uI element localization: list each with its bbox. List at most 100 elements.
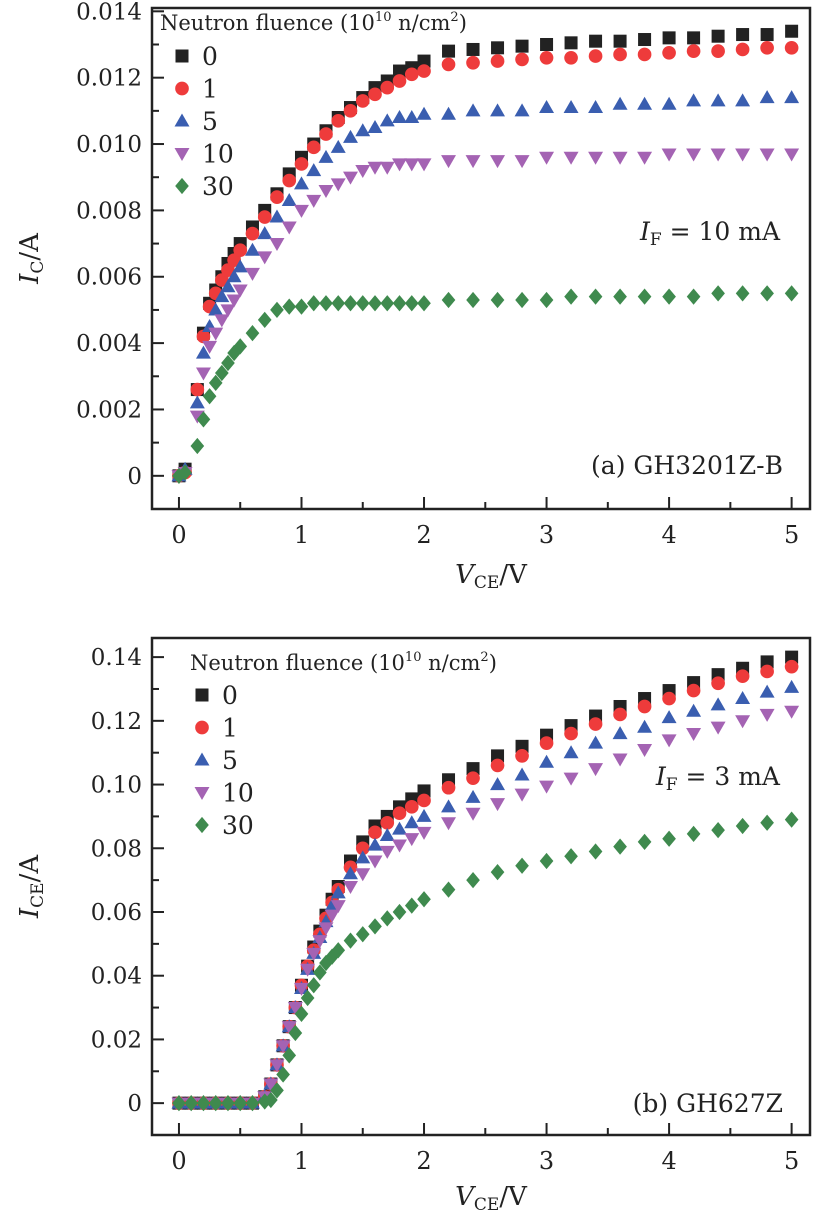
data-point bbox=[661, 710, 677, 724]
data-point bbox=[662, 691, 676, 706]
data-point bbox=[368, 87, 382, 102]
text-part: C bbox=[28, 261, 48, 274]
data-point bbox=[331, 113, 346, 128]
series-1 bbox=[172, 659, 799, 1110]
text-part: F bbox=[650, 230, 662, 250]
data-point bbox=[355, 94, 370, 108]
data-point bbox=[232, 259, 248, 273]
data-point bbox=[227, 344, 241, 362]
legend-label: 10 bbox=[202, 140, 234, 169]
data-point bbox=[318, 184, 334, 198]
data-point bbox=[785, 650, 799, 664]
data-point bbox=[189, 395, 205, 409]
x-tick-label: 4 bbox=[661, 521, 676, 549]
data-point bbox=[404, 833, 420, 847]
data-point bbox=[294, 982, 309, 996]
data-point bbox=[686, 93, 702, 107]
data-point bbox=[264, 1091, 278, 1109]
text-part: = 3 mA bbox=[678, 762, 781, 791]
legend-title-exponent: 10 bbox=[375, 10, 392, 25]
series-5 bbox=[171, 679, 800, 1109]
data-point bbox=[613, 47, 627, 62]
x-tick-label: 4 bbox=[661, 1147, 676, 1175]
data-point bbox=[379, 161, 395, 175]
data-point bbox=[564, 726, 578, 741]
data-point bbox=[416, 106, 432, 120]
data-point bbox=[466, 771, 480, 786]
y-tick-label: 0.04 bbox=[91, 964, 142, 990]
y-axis-label: ICE/A bbox=[15, 854, 48, 919]
data-point bbox=[392, 158, 407, 172]
data-point bbox=[270, 1082, 284, 1099]
data-point bbox=[588, 843, 603, 860]
chart-panel-a: 0 0.002 0.004 0.006 0.008 0.010 0.012 0.014 0 1 2 3… bbox=[15, 0, 812, 593]
y-tick-label: 0.08 bbox=[91, 836, 142, 862]
data-point bbox=[540, 37, 554, 51]
data-point bbox=[491, 41, 505, 55]
data-point bbox=[226, 269, 242, 283]
data-point bbox=[564, 848, 578, 865]
data-point bbox=[245, 226, 260, 241]
annotation: IF = 10 mA bbox=[639, 217, 781, 250]
data-point bbox=[416, 808, 432, 822]
series-30 bbox=[172, 811, 799, 1112]
data-point bbox=[637, 288, 652, 305]
data-point bbox=[760, 664, 774, 679]
data-point bbox=[539, 780, 555, 794]
y-tick-label: 0 bbox=[127, 464, 142, 490]
legend-label: 5 bbox=[202, 107, 218, 136]
data-point bbox=[306, 947, 322, 961]
data-point bbox=[221, 1095, 235, 1112]
data-point bbox=[662, 288, 676, 305]
data-point bbox=[404, 897, 419, 914]
text-part: V bbox=[455, 560, 476, 590]
data-point bbox=[392, 903, 407, 921]
data-point bbox=[760, 285, 774, 302]
data-point bbox=[245, 325, 260, 342]
data-point bbox=[760, 40, 774, 55]
data-point bbox=[306, 194, 322, 208]
legend-title-end: ) bbox=[459, 11, 467, 35]
x-tick-label: 5 bbox=[784, 1147, 799, 1175]
annotation: IF = 3 mA bbox=[655, 762, 781, 795]
legend-marker-0 bbox=[175, 49, 189, 63]
data-point bbox=[417, 64, 431, 78]
data-point bbox=[491, 749, 505, 763]
x-tick-label: 1 bbox=[294, 1147, 309, 1175]
data-point bbox=[330, 178, 346, 192]
data-point bbox=[589, 34, 603, 48]
data-point bbox=[760, 655, 774, 669]
x-axis-label: VCE/V bbox=[455, 560, 528, 593]
data-point bbox=[514, 767, 530, 781]
data-point bbox=[515, 739, 529, 753]
data-point bbox=[281, 1021, 297, 1035]
data-point bbox=[784, 811, 799, 828]
data-point bbox=[306, 977, 321, 994]
data-point bbox=[343, 129, 358, 143]
data-point bbox=[416, 158, 432, 172]
data-point bbox=[441, 106, 457, 120]
data-point bbox=[245, 267, 260, 281]
data-point bbox=[393, 64, 407, 78]
data-point bbox=[735, 691, 751, 705]
data-point bbox=[257, 210, 272, 224]
data-point bbox=[190, 437, 205, 455]
data-point bbox=[515, 749, 529, 763]
data-point bbox=[490, 54, 505, 68]
legend-marker-10 bbox=[194, 786, 210, 800]
series-1 bbox=[172, 40, 799, 483]
data-point bbox=[368, 918, 382, 935]
data-point bbox=[686, 44, 701, 58]
data-point bbox=[215, 364, 229, 382]
data-point bbox=[784, 90, 800, 104]
x-axis-label: VCE/V bbox=[455, 1182, 528, 1215]
data-point bbox=[638, 33, 652, 47]
data-point bbox=[392, 74, 407, 88]
data-point bbox=[759, 90, 775, 104]
data-point bbox=[613, 34, 627, 48]
legend-marker-5 bbox=[174, 113, 190, 127]
data-point bbox=[588, 151, 604, 165]
legend-label: 0 bbox=[202, 42, 218, 71]
data-point bbox=[735, 148, 751, 162]
